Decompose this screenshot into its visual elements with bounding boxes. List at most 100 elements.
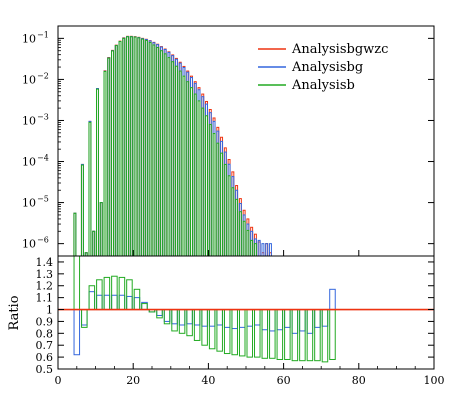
main-bar-analysisbg-52: [268, 243, 272, 257]
main-y-ticks: 10−610−510−410−310−210−1: [22, 30, 434, 251]
xtick-label-4: 80: [352, 374, 366, 387]
ratio-bar-analysisbg-11: [156, 309, 163, 316]
legend-label-analysisb: Analysisb: [291, 78, 355, 93]
main-bar-analysisb-33: [197, 100, 201, 257]
main-bar-analysisb-26: [171, 61, 175, 257]
xtick-label-1: 20: [126, 374, 140, 387]
main-ytick-label-2: 10: [22, 156, 36, 169]
ratio-bar-analysisb-29: [291, 309, 299, 362]
main-bar-analysisb-13: [122, 37, 126, 257]
ratio-bar-analysisb-4: [103, 276, 111, 311]
ratio-bar-analysisbg-24: [254, 309, 261, 326]
ratio-bar-analysisbg-28: [284, 309, 291, 328]
ratio-bar-analysisbg-3: [96, 294, 103, 311]
ratio-ytick-label-1: 0.6: [36, 351, 54, 364]
ratio-bar-analysisb-0: [73, 255, 81, 311]
legend: Analysisbgwzc Analysisbg Analysisb: [258, 42, 388, 93]
ratio-bar-analysisbg-27: [276, 309, 284, 331]
ratio-bar-analysisbg-1: [81, 309, 88, 326]
ratio-bar-analysisbg-26: [269, 309, 276, 332]
main-bar-analysisb-19: [144, 39, 148, 257]
ratio-bar-analysisb-30: [299, 309, 306, 362]
ratio-bar-analysisbg-13: [171, 309, 178, 325]
main-bar-analysisb-39: [220, 152, 224, 257]
legend-label-analysisbg: Analysisbg: [291, 60, 363, 75]
ratio-bar-analysisb-18: [208, 309, 216, 350]
ratio-panel: 0.50.60.70.80.911.11.21.31.4 0 20 40 60 80 10…: [7, 250, 445, 387]
ratio-ytick-label-3: 0.8: [36, 327, 54, 340]
ratio-bar-analysisbg-33: [321, 309, 329, 327]
main-bar-analysisb-20: [148, 42, 152, 257]
main-ytick-label-0: 10: [22, 238, 36, 251]
ratio-bar-analysisb-25: [261, 309, 269, 359]
ratio-bar-analysisb-27: [276, 309, 284, 360]
xtick-label-0: 0: [55, 374, 62, 387]
ratio-bar-analysisbg-8: [133, 297, 141, 311]
main-bar-analysisb-38: [216, 142, 220, 257]
main-ytick-exp-3: −3: [37, 112, 49, 121]
ratio-bar-analysisbg-34: [329, 288, 336, 311]
ratio-bar-analysisbg-21: [231, 309, 238, 330]
ratio-bar-analysisbg-0: [73, 309, 81, 356]
ratio-bar-analysisb-32: [314, 309, 321, 362]
ratio-ytick-label-2: 0.7: [36, 339, 54, 352]
ratio-bar-analysisb-26: [269, 309, 276, 359]
x-axis-ticks: 0 20 40 60 80 100: [55, 250, 445, 387]
ratio-bar-analysisbg-20: [223, 309, 231, 328]
ratio-bar-analysisb-19: [216, 309, 223, 352]
main-ytick-exp-0: −6: [37, 236, 49, 245]
ratio-bar-analysisbg-18: [208, 309, 216, 327]
main-bar-analysisb-35: [205, 115, 208, 257]
ratio-bar-analysisb-13: [171, 309, 178, 332]
ratio-bar-analysisb-3: [96, 279, 103, 311]
main-bar-analysisb-42: [231, 187, 235, 257]
main-bar-analysisb-30: [186, 81, 190, 257]
ratio-bar-analysisb-20: [223, 309, 231, 355]
main-bar-analysisb-41: [227, 175, 231, 257]
main-bar-analysisb-21: [152, 44, 156, 257]
ratio-bar-analysisbg-30: [299, 309, 306, 332]
main-bar-analysisb-24: [163, 53, 167, 257]
main-bar-analysisb-40: [223, 163, 227, 257]
main-bar-analysisbg-49: [257, 239, 261, 257]
main-ytick-label-1: 10: [22, 197, 36, 210]
main-bar-analysisb-23: [159, 50, 163, 257]
main-bar-analysisb-48: [253, 243, 257, 257]
main-bar-analysisb-4: [88, 121, 92, 257]
ratio-bar-analysisbg-12: [163, 309, 171, 322]
xtick-label-3: 60: [277, 374, 291, 387]
main-bar-analysisb-10: [111, 50, 115, 257]
ratio-bar-analysisb-34: [329, 309, 336, 360]
ratio-bar-analysisbg-19: [216, 309, 223, 326]
ratio-bar-analysisbg-23: [246, 309, 254, 327]
ratio-bar-analysisbg-31: [306, 309, 314, 334]
main-bar-analysisb-43: [235, 198, 239, 257]
main-ytick-label-5: 10: [22, 32, 36, 45]
main-histogram-bars: [73, 35, 272, 257]
main-bar-analysisbg-51: [265, 243, 269, 257]
main-bar-analysisb-8: [103, 70, 107, 257]
main-bar-analysisb-7: [99, 202, 103, 257]
main-ytick-label-3: 10: [22, 114, 36, 127]
main-bar-analysisb-27: [174, 65, 178, 257]
main-bar-analysisb-16: [133, 36, 137, 257]
main-bar-analysisb-15: [129, 36, 133, 257]
ratio-y-axis-label: Ratio: [7, 295, 22, 330]
main-bar-analysisb-0: [73, 212, 77, 257]
ratio-bar-analysisb-21: [231, 309, 238, 356]
ratio-bar-analysisbg-15: [186, 309, 193, 325]
ratio-ytick-label-7: 1.2: [36, 280, 54, 293]
main-bar-analysisb-36: [208, 123, 212, 257]
main-bar-analysisb-11: [114, 45, 118, 257]
main-bar-analysisb-17: [137, 37, 141, 257]
main-panel-frame: [57, 25, 435, 257]
main-ytick-exp-1: −5: [37, 195, 49, 204]
main-bar-analysisb-32: [193, 93, 197, 257]
xtick-label-5: 100: [424, 374, 445, 387]
main-bar-analysisb-6: [96, 88, 99, 257]
ratio-bar-analysisb-24: [254, 309, 261, 358]
ratio-ytick-label-6: 1.1: [36, 292, 54, 305]
ratio-y-ticks: 0.50.60.70.80.911.11.21.31.4: [36, 256, 434, 376]
ratio-panel-frame: [57, 255, 435, 370]
